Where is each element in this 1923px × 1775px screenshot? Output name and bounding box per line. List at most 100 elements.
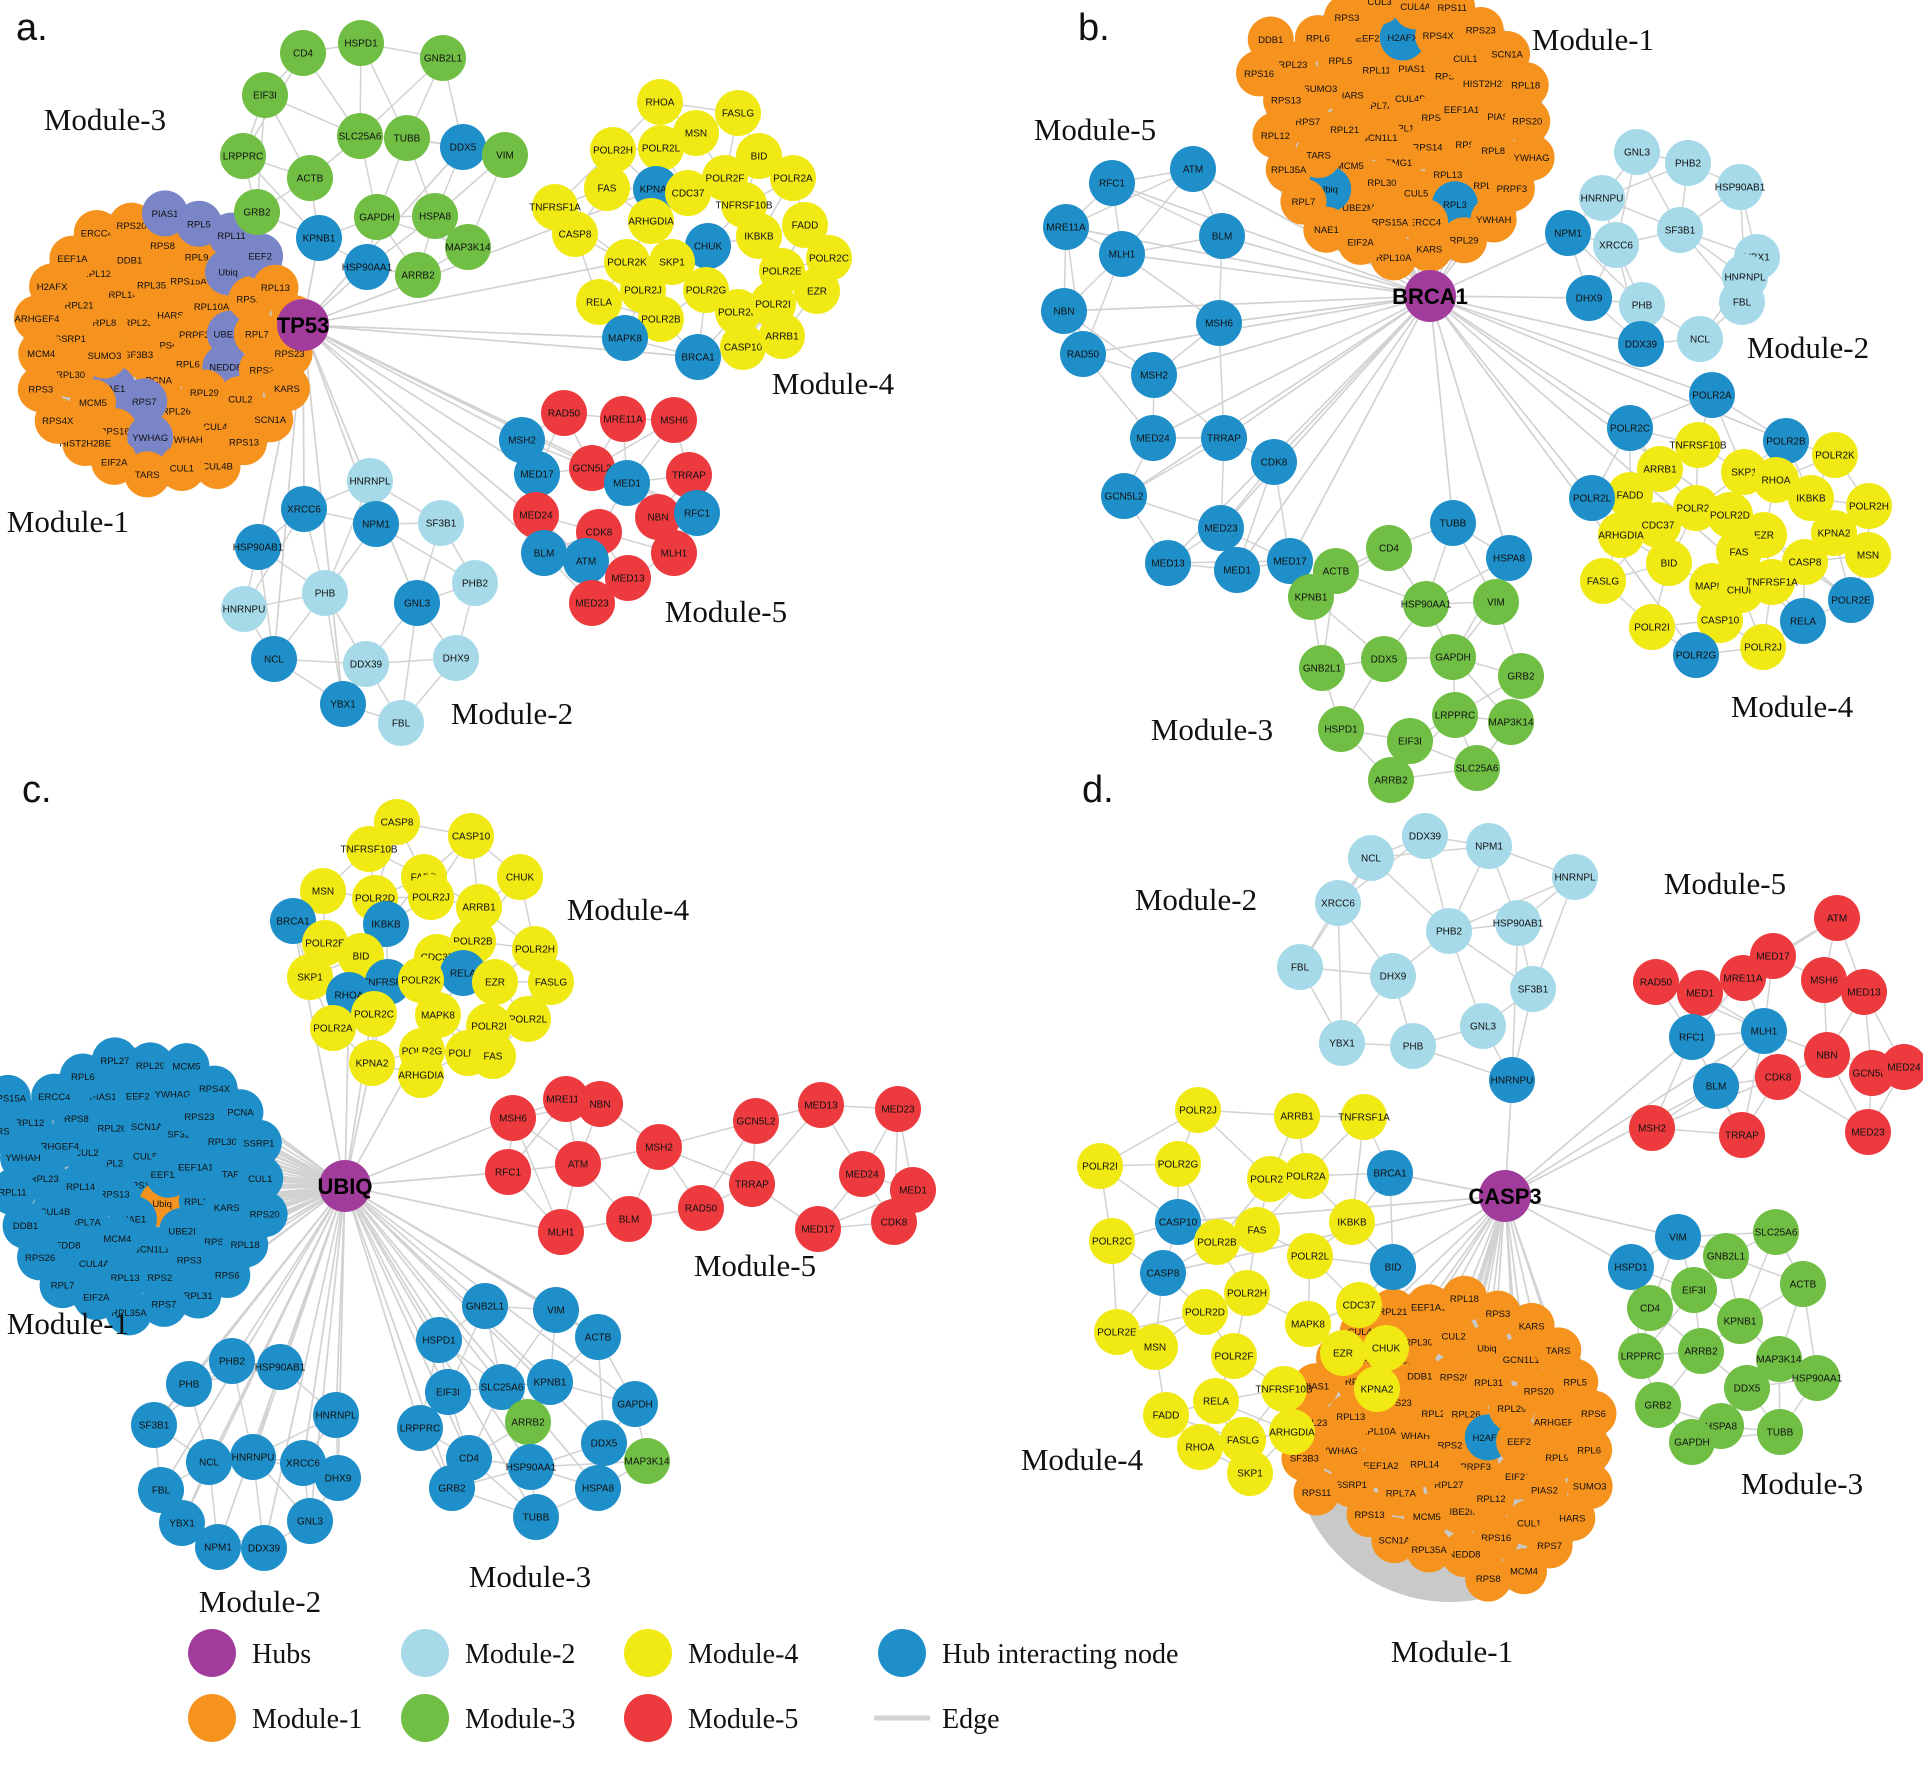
node-RFC1[interactable] <box>1089 160 1135 206</box>
node-MED24[interactable] <box>839 1151 885 1197</box>
node-KPNA2[interactable] <box>1354 1366 1400 1412</box>
node-TNFRSF1A[interactable] <box>1749 559 1795 605</box>
node-POLR2D[interactable] <box>1707 492 1753 538</box>
node-RFC1[interactable] <box>674 490 720 536</box>
node-GNL3[interactable] <box>287 1498 333 1544</box>
node-LRPPRC[interactable] <box>1432 692 1478 738</box>
node-RPS15A[interactable] <box>0 1074 31 1121</box>
node-HSPA8[interactable] <box>1486 535 1532 581</box>
node-CASP10[interactable] <box>1697 597 1743 643</box>
node-RPL6[interactable] <box>1566 1426 1613 1473</box>
node-MAPK8[interactable] <box>415 992 461 1038</box>
node-RPL29[interactable] <box>127 1042 174 1089</box>
node-DDX5[interactable] <box>581 1420 627 1466</box>
node-POLR2L[interactable] <box>505 996 551 1042</box>
node-XRCC6[interactable] <box>1593 222 1639 268</box>
node-ARRB2[interactable] <box>395 252 441 298</box>
node-CHUK[interactable] <box>1363 1325 1409 1371</box>
node-ARRB2[interactable] <box>1368 757 1414 803</box>
node-MAPK8[interactable] <box>1285 1301 1331 1347</box>
node-IKBKB[interactable] <box>1788 475 1834 521</box>
node-RPL12[interactable] <box>1252 112 1299 159</box>
node-KPNB1[interactable] <box>1288 574 1334 620</box>
node-TRRAP[interactable] <box>1719 1112 1765 1158</box>
node-CD4[interactable] <box>1366 525 1412 571</box>
node-RPS6[interactable] <box>1570 1390 1617 1437</box>
node-ARRB1[interactable] <box>1274 1093 1320 1139</box>
node-POLR2B[interactable] <box>1763 418 1809 464</box>
node-MED17[interactable] <box>514 451 560 497</box>
node-POLR2E[interactable] <box>1828 577 1874 623</box>
node-POLR2H[interactable] <box>1846 483 1892 529</box>
node-POLR2K[interactable] <box>398 957 444 1003</box>
node-RPL7[interactable] <box>1280 178 1327 225</box>
node-TNFRSF1A[interactable] <box>1341 1094 1387 1140</box>
node-FBL[interactable] <box>1277 944 1323 990</box>
node-MLH1[interactable] <box>651 530 697 576</box>
node-ATM[interactable] <box>1170 146 1216 192</box>
node-HSPD1[interactable] <box>338 20 384 66</box>
hub-node-BRCA1[interactable] <box>1404 270 1456 322</box>
node-POLR2B[interactable] <box>638 296 684 342</box>
node-MSH2[interactable] <box>1131 352 1177 398</box>
node-TUBB[interactable] <box>1757 1409 1803 1455</box>
node-MED1[interactable] <box>604 460 650 506</box>
node-CDK8[interactable] <box>1251 439 1297 485</box>
node-CDK8[interactable] <box>1755 1054 1801 1100</box>
node-ERCC4[interactable] <box>73 209 120 256</box>
node-ARRB1[interactable] <box>456 884 502 930</box>
node-NPM1[interactable] <box>1466 823 1512 869</box>
node-GCN5L2[interactable] <box>1101 473 1147 519</box>
node-SF3B1[interactable] <box>418 500 464 546</box>
node-POLR2E[interactable] <box>1094 1309 1140 1355</box>
node-MLH1[interactable] <box>1099 231 1145 277</box>
node-GNB2L1[interactable] <box>1299 645 1345 691</box>
node-POLR2J[interactable] <box>408 874 454 920</box>
node-HSPA8[interactable] <box>575 1465 621 1511</box>
node-HNRNPL[interactable] <box>347 458 393 504</box>
node-TUBB[interactable] <box>384 115 430 161</box>
node-TUBB[interactable] <box>1430 500 1476 546</box>
node-MED13[interactable] <box>605 555 651 601</box>
node-BRCA1[interactable] <box>1367 1150 1413 1196</box>
node-NBN[interactable] <box>635 494 681 540</box>
node-NCL[interactable] <box>251 636 297 682</box>
node-MSH6[interactable] <box>651 397 697 443</box>
node-NBN[interactable] <box>1041 288 1087 334</box>
node-POLR2D[interactable] <box>1182 1289 1228 1335</box>
node-MED23[interactable] <box>1845 1109 1891 1155</box>
node-MED24[interactable] <box>1130 415 1176 461</box>
node-CD4[interactable] <box>1627 1285 1673 1331</box>
node-FAS[interactable] <box>1234 1207 1280 1253</box>
node-MCM4[interactable] <box>1500 1548 1547 1595</box>
node-BID[interactable] <box>736 133 782 179</box>
node-FAS[interactable] <box>1716 529 1762 575</box>
node-EZR[interactable] <box>794 268 840 314</box>
node-RFC1[interactable] <box>1669 1014 1715 1060</box>
node-HSPD1[interactable] <box>1608 1244 1654 1290</box>
node-SLC25A6[interactable] <box>337 113 383 159</box>
node-EIF3I[interactable] <box>1671 1267 1717 1313</box>
node-IKBKB[interactable] <box>1329 1199 1375 1245</box>
node-EEF1A1[interactable] <box>1405 1284 1452 1331</box>
node-RPS7[interactable] <box>140 1280 187 1327</box>
node-RAD50[interactable] <box>541 390 587 436</box>
node-ARHGDIA[interactable] <box>1269 1409 1315 1455</box>
node-BLM[interactable] <box>521 530 567 576</box>
node-GRB2[interactable] <box>234 189 280 235</box>
node-EIF3I[interactable] <box>242 72 288 118</box>
node-YBX1[interactable] <box>1319 1020 1365 1066</box>
node-LRPPRC[interactable] <box>220 133 266 179</box>
node-LRPPRC[interactable] <box>397 1405 443 1451</box>
node-POLR2H[interactable] <box>1224 1270 1270 1316</box>
node-FAS[interactable] <box>470 1033 516 1079</box>
node-MSN[interactable] <box>1845 532 1891 578</box>
node-MAP3K14[interactable] <box>1756 1336 1802 1382</box>
node-PHB2[interactable] <box>1665 140 1711 186</box>
node-ATM[interactable] <box>563 538 609 584</box>
node-DDX5[interactable] <box>440 124 486 170</box>
node-POLR2C[interactable] <box>351 991 397 1037</box>
node-NBN[interactable] <box>577 1081 623 1127</box>
node-ARHGDIA[interactable] <box>628 198 674 244</box>
node-MSN[interactable] <box>300 868 346 914</box>
